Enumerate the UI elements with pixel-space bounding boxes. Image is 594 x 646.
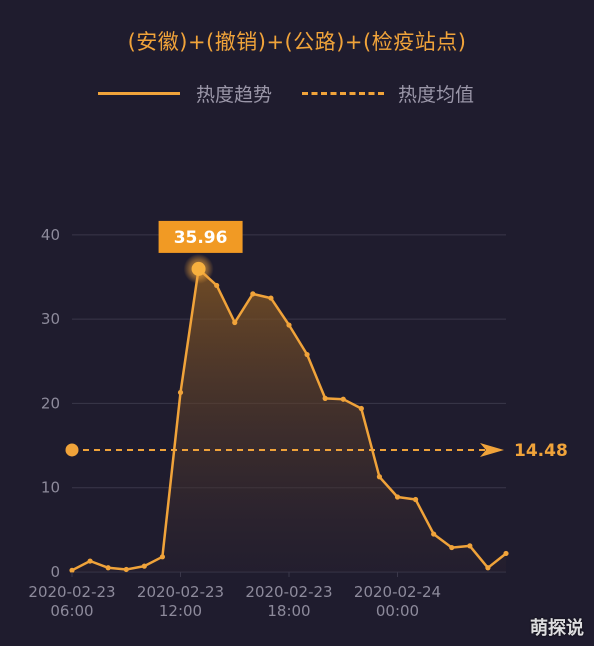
y-tick-label-10: 10 xyxy=(41,479,60,497)
data-point-15 xyxy=(340,396,346,402)
data-point-11 xyxy=(268,295,274,301)
y-tick-label-0: 0 xyxy=(50,563,60,581)
data-point-22 xyxy=(467,543,473,549)
data-point-4 xyxy=(141,563,147,569)
data-point-21 xyxy=(449,544,455,551)
chart-legend: 热度趋势 热度均值 xyxy=(0,78,594,108)
x-tick-label-date-2: 2020-02-23 xyxy=(245,583,332,601)
data-point-14 xyxy=(322,395,328,401)
data-point-10 xyxy=(250,291,256,297)
data-point-1 xyxy=(87,558,93,564)
x-tick-label-date-1: 2020-02-23 xyxy=(137,583,224,601)
data-point-19 xyxy=(412,496,419,503)
peak-value-label: 35.96 xyxy=(174,228,228,248)
legend-solid-line-icon xyxy=(98,91,180,95)
legend-dashed-line-icon xyxy=(302,91,384,95)
data-point-8 xyxy=(214,282,220,289)
chart-title: (安徽)+(撤销)+(公路)+(检疫站点) xyxy=(127,30,467,54)
x-tick-label-time-0: 06:00 xyxy=(50,602,93,620)
legend-item-trend[interactable]: 热度趋势 xyxy=(98,78,272,108)
data-point-20 xyxy=(431,531,437,537)
average-arrow-icon xyxy=(480,442,504,457)
series-area xyxy=(72,268,506,572)
legend-label-average: 热度均值 xyxy=(398,83,475,106)
data-point-2 xyxy=(105,565,111,571)
data-point-6 xyxy=(177,389,184,396)
y-tick-label-20: 20 xyxy=(41,394,60,412)
data-point-13 xyxy=(304,351,310,358)
x-tick-label-time-1: 12:00 xyxy=(159,602,202,620)
x-tick-label-time-2: 18:00 xyxy=(267,602,310,620)
legend-item-average[interactable]: 热度均值 xyxy=(302,78,474,108)
x-tick-label-date-3: 2020-02-24 xyxy=(354,583,441,601)
peak-label-box xyxy=(158,220,243,253)
y-tick-label-40: 40 xyxy=(41,226,60,244)
data-point-3 xyxy=(123,566,129,573)
watermark: 萌探说 xyxy=(530,618,584,639)
data-point-24 xyxy=(503,550,509,557)
data-point-18 xyxy=(394,494,401,500)
average-start-marker xyxy=(65,443,79,457)
data-point-5 xyxy=(159,554,166,560)
data-point-9 xyxy=(232,319,238,326)
x-tick-label-time-3: 00:00 xyxy=(376,602,419,620)
data-point-12 xyxy=(286,322,292,328)
legend-label-trend: 热度趋势 xyxy=(196,83,273,106)
x-tick-label-date-0: 2020-02-23 xyxy=(28,583,115,601)
peak-point xyxy=(191,261,206,276)
data-point-0 xyxy=(69,567,75,573)
data-point-23 xyxy=(485,565,491,571)
average-value-label: 14.48 xyxy=(514,441,568,461)
y-tick-label-30: 30 xyxy=(41,310,60,328)
data-point-16 xyxy=(358,405,364,412)
data-point-17 xyxy=(376,474,383,480)
